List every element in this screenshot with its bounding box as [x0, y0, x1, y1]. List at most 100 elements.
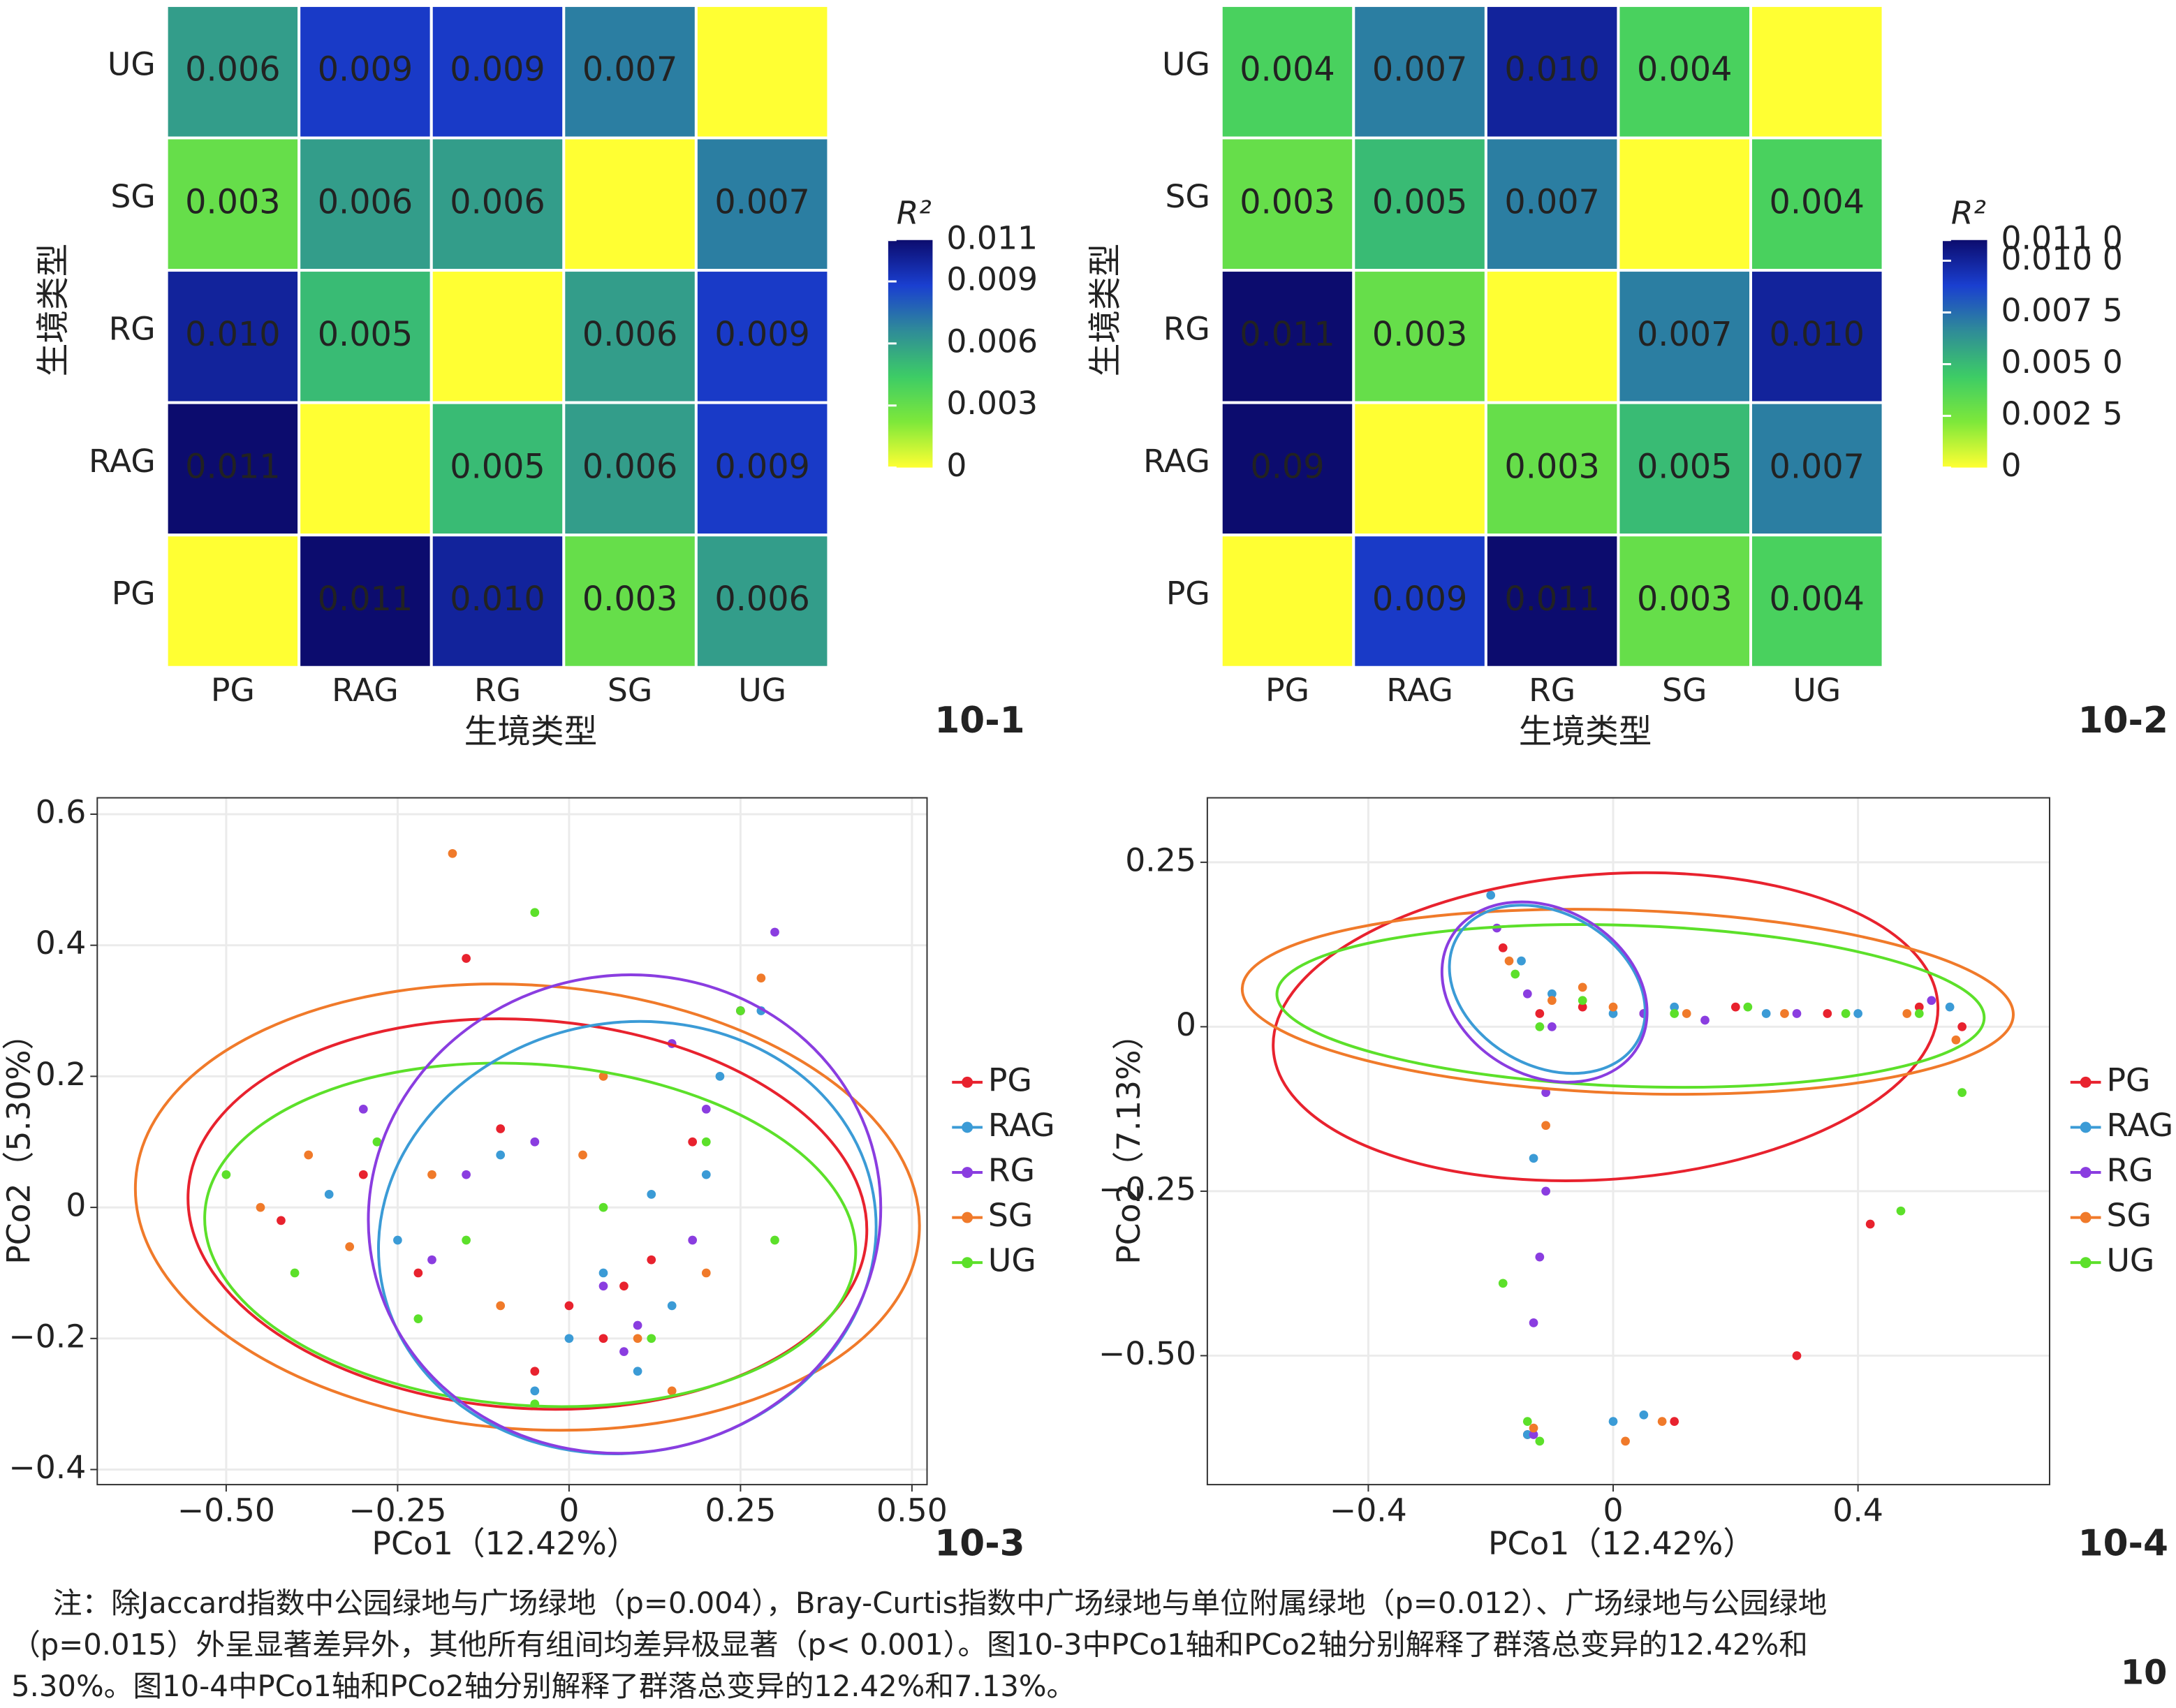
cell-label: 0.009 [714, 448, 809, 486]
cell-label: 0.004 [1770, 580, 1865, 619]
legend-label: RAG [988, 1107, 1055, 1144]
cell-label: 0.011 [318, 580, 413, 619]
point [688, 1137, 698, 1147]
y-axis-title: 生境类型 [1087, 244, 1125, 377]
cell-label: 0.007 [1770, 448, 1865, 486]
y-tick-label: 0.2 [36, 1056, 87, 1093]
heat-cell [1484, 533, 1620, 669]
point [598, 1334, 608, 1343]
cell-label: 0.006 [582, 448, 677, 486]
point [1529, 1318, 1538, 1327]
y-tick-label: 0.6 [36, 793, 87, 830]
legend-label: PG [988, 1061, 1032, 1098]
empty-cell [297, 401, 433, 537]
y-tick-label: SG [1165, 178, 1210, 215]
point [1510, 969, 1520, 979]
colorbar-tick-label: 0.007 5 [2001, 292, 2122, 329]
y-tick-label: 0 [66, 1187, 86, 1224]
legend-dot [962, 1076, 973, 1088]
x-axis-title: PCo1（12.42%） [1488, 1525, 1755, 1562]
point [1957, 1022, 1967, 1031]
heat-cell [562, 533, 698, 669]
cell-label: 0.006 [714, 580, 809, 619]
colorbar-tick-label: 0.010 0 [2001, 240, 2122, 277]
point [1608, 1002, 1618, 1012]
x-tick-label: RG [1529, 672, 1575, 709]
cell-label: 0.004 [1637, 51, 1732, 89]
point [1957, 1088, 1967, 1097]
point [1535, 1252, 1545, 1262]
point [1541, 1186, 1550, 1196]
point [1621, 1436, 1630, 1446]
cell-label: 0.010 [185, 316, 280, 354]
legend-dot [962, 1257, 973, 1269]
cell-label: 0.011 [1240, 316, 1335, 354]
point [1792, 1351, 1802, 1360]
point [1608, 1417, 1618, 1427]
heat-cell [297, 3, 433, 140]
cell-label: 0.007 [1637, 316, 1732, 354]
y-tick-label: −0.2 [8, 1318, 86, 1355]
point [256, 1202, 265, 1212]
point [530, 1386, 540, 1396]
heat-cell [1352, 3, 1487, 140]
legend-label: SG [988, 1197, 1033, 1234]
point [1498, 1279, 1508, 1288]
point [1761, 1009, 1771, 1018]
heat-cell [429, 3, 566, 140]
point [667, 1386, 677, 1396]
point [715, 1072, 725, 1081]
y-tick-label: RAG [89, 443, 156, 480]
point [1548, 996, 1557, 1006]
colorbar-tick-label: 0 [946, 447, 966, 484]
cell-label: 0.005 [318, 316, 413, 354]
cell-label: 0.010 [450, 580, 545, 619]
point [1823, 1009, 1832, 1018]
y-tick-label: 0.4 [36, 925, 87, 962]
point [462, 1170, 471, 1179]
point [1670, 1417, 1679, 1427]
heat-cell [1219, 136, 1355, 272]
legend-title: R² [1951, 194, 1986, 231]
y-tick-label: RG [1163, 310, 1210, 347]
point [1486, 890, 1496, 900]
cell-label: 0.003 [1372, 316, 1467, 354]
point [324, 1189, 334, 1199]
point [277, 1216, 286, 1225]
colorbar [1942, 240, 1987, 468]
heat-cell [1484, 136, 1620, 272]
ellipse [186, 1017, 869, 1411]
point [372, 1137, 382, 1147]
cell-label: 0.011 [185, 448, 280, 486]
y-tick-label: 0.25 [1125, 841, 1196, 878]
y-tick-label: PG [112, 575, 156, 612]
x-tick-label: UG [738, 672, 786, 709]
point [496, 1124, 506, 1133]
point [1522, 989, 1532, 999]
y-axis-title: PCo2（7.13%） [1110, 1018, 1147, 1265]
heat-cell [1617, 533, 1752, 669]
note-line: （p=0.015）外呈显著差异外，其他所有组间均差异极显著（p< 0.001）。… [11, 1628, 1808, 1662]
point [1945, 1002, 1955, 1012]
note-line: 注：除Jaccard指数中公园绿地与广场绿地（p=0.004），Bray-Cur… [53, 1586, 1828, 1620]
point [1865, 1219, 1875, 1229]
point [1578, 1002, 1587, 1012]
point [1896, 1206, 1906, 1216]
x-tick-label: RG [474, 672, 521, 709]
heat-cell [1617, 401, 1752, 537]
point [1639, 1410, 1649, 1420]
point [647, 1334, 656, 1343]
empty-cell [1484, 269, 1620, 404]
legend-dot [2080, 1257, 2092, 1269]
point [598, 1072, 608, 1081]
y-tick-label: −0.50 [1098, 1335, 1196, 1372]
y-tick-label: −0.25 [1098, 1170, 1196, 1207]
cell-label: 0.003 [1504, 448, 1599, 486]
legend-label: UG [2106, 1242, 2154, 1279]
plot-frame [1206, 797, 2050, 1486]
point [1548, 989, 1557, 999]
point [427, 1255, 436, 1265]
point [1670, 1009, 1679, 1018]
heat-cell [165, 3, 301, 140]
point [770, 1235, 779, 1245]
